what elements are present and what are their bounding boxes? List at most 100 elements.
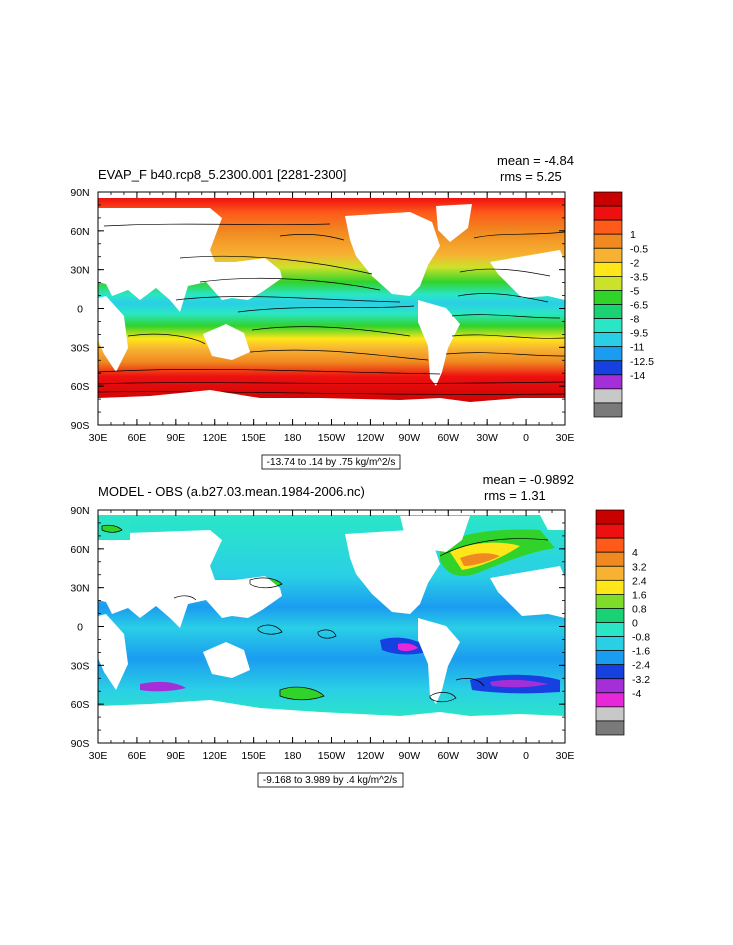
colorbar-segment: [593, 233, 623, 249]
colorbar-label: -6.5: [630, 300, 648, 312]
colorbar-segment: [593, 247, 623, 263]
colorbar-segment: [595, 551, 625, 567]
colorbar-segment: [595, 622, 625, 637]
land-africa: [98, 614, 128, 690]
rms-label: rms = 5.25: [500, 169, 562, 184]
land-antarctica: [98, 390, 565, 425]
range-box: [261, 454, 401, 470]
x-tick-label: 60W: [437, 432, 459, 444]
range-box: [257, 772, 404, 788]
x-tick-label: 90W: [399, 750, 421, 762]
y-tick-label: 90N: [70, 505, 89, 517]
x-tick-label: 90W: [399, 432, 421, 444]
colorbar-label: -9.5: [630, 328, 648, 340]
x-tick-label: 60E: [128, 432, 147, 444]
y-tick-label: 60S: [71, 381, 90, 393]
colorbar-label: 1.6: [632, 589, 647, 601]
land-north-america: [345, 212, 440, 296]
colorbar-label: -0.5: [630, 243, 648, 255]
colorbar-label: -1.6: [632, 646, 650, 658]
x-tick-label: 30E: [556, 432, 575, 444]
x-tick-label: 30W: [476, 432, 498, 444]
colorbar-segment: [595, 692, 625, 708]
colorbar-segment: [593, 290, 623, 305]
y-tick-label: 30N: [70, 265, 89, 277]
x-tick-label: 30W: [476, 750, 498, 762]
land-europe-africa-east: [490, 566, 565, 618]
colorbar-segment: [593, 304, 623, 319]
x-tick-label: 120E: [202, 432, 227, 444]
colorbar-segment: [595, 664, 625, 680]
colorbar-label: -3.5: [630, 271, 648, 283]
land-europe-africa-east: [490, 250, 565, 300]
colorbar-segment: [593, 360, 623, 376]
colorbar-label: 0: [632, 618, 638, 630]
colorbar-label: 0.8: [632, 603, 647, 615]
colorbar-segment: [593, 276, 623, 291]
x-tick-label: 180: [284, 432, 302, 444]
x-tick-label: 0: [523, 432, 529, 444]
colorbar-segment: [595, 650, 625, 666]
axis-ticks: 30E 60E 90E 120E 150E 180 150W 120W 90W 60W 30W 0 30…: [70, 505, 574, 762]
land-africa: [98, 296, 128, 372]
land-australia: [203, 324, 250, 360]
land-eurasia: [98, 530, 282, 628]
panel-title: EVAP_F b40.rcp8_5.2300.001 [2281-2300]: [98, 167, 346, 182]
colorbar-segment: [595, 509, 625, 525]
land-north-america: [345, 530, 440, 614]
colorbar-label: -8: [630, 314, 639, 326]
colorbar-segment: [593, 205, 623, 221]
axis-ticks: 30E 60E 90E 120E 150E 180 150W 120W 90W 60W 30W 0 30…: [70, 187, 574, 444]
colorbar-label: -2: [630, 257, 639, 269]
x-tick-label: 150W: [318, 432, 346, 444]
colorbar-label: -0.8: [632, 632, 650, 644]
x-tick-label: 30E: [556, 750, 575, 762]
x-tick-label: 150E: [241, 432, 266, 444]
colorbar-label: -3.2: [632, 674, 650, 686]
colorbar-segment: [595, 579, 625, 595]
land-greenland: [436, 204, 472, 242]
land-antarctica: [98, 700, 565, 743]
rms-label: rms = 1.31: [484, 488, 546, 503]
colorbar-segment: [595, 678, 625, 694]
x-tick-label: 90E: [166, 432, 185, 444]
colorbar-segment: [595, 565, 625, 581]
x-tick-label: 60W: [437, 750, 459, 762]
colorbar-segment: [593, 219, 623, 235]
colorbar-segment: [593, 388, 623, 404]
colorbar: 1 -0.5 -2 -3.5 -5 -6.5 -8 -9.5 -11 -12.5 -14: [593, 191, 654, 418]
x-tick-label: 120E: [202, 750, 227, 762]
colorbar-segment: [593, 374, 623, 390]
x-tick-label: 30E: [89, 432, 108, 444]
y-tick-label: 30N: [70, 583, 89, 595]
colorbar-label: 1: [630, 229, 636, 241]
map-field: [98, 510, 565, 743]
x-tick-label: 0: [523, 750, 529, 762]
colorbar-segment: [595, 537, 625, 553]
colorbar-segment: [595, 706, 625, 722]
y-tick-label: 30S: [71, 660, 90, 672]
colorbar-segment: [593, 332, 623, 348]
y-tick-label: 90S: [71, 420, 90, 432]
x-tick-label: 30E: [89, 750, 108, 762]
range-label: -9.168 to 3.989 by .4 kg/m^2/s: [263, 775, 397, 786]
map-field: [97, 192, 566, 425]
colorbar-label: -4: [632, 688, 641, 700]
land-south-america: [418, 618, 460, 704]
land-eurasia: [98, 208, 282, 312]
land-greenland: [400, 516, 470, 552]
colorbar-segment: [595, 523, 625, 539]
colorbar-label: 2.4: [632, 575, 647, 587]
land-south-america: [418, 300, 460, 386]
x-tick-label: 120W: [357, 432, 385, 444]
range-label: -13.74 to .14 by .75 kg/m^2/s: [267, 457, 396, 468]
colorbar-segment: [595, 608, 625, 623]
colorbar-label: -2.4: [632, 660, 650, 672]
mean-label: mean = -4.84: [497, 153, 574, 168]
mean-label: mean = -0.9892: [483, 472, 574, 487]
colorbar-label: 3.2: [632, 561, 647, 573]
y-tick-label: 30S: [71, 342, 90, 354]
colorbar-label: -5: [630, 285, 639, 297]
colorbar-segment: [595, 594, 625, 609]
